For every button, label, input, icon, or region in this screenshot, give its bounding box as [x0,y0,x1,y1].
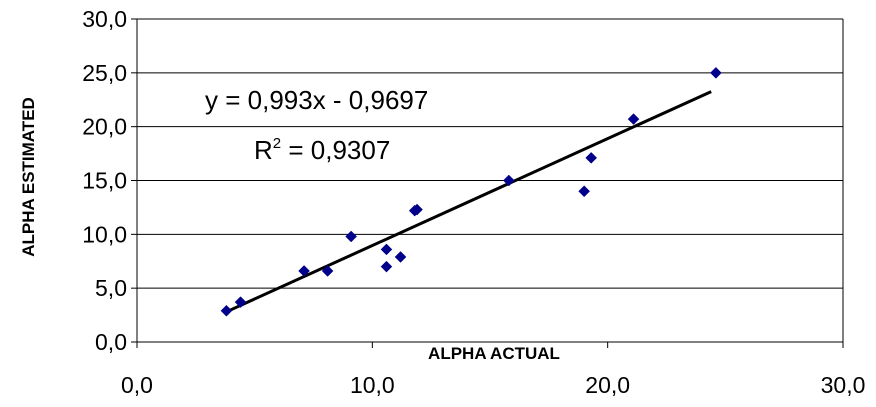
y-tick-label: 30,0 [82,6,127,32]
y-tick-label: 0,0 [95,329,127,355]
data-point [380,243,393,256]
data-point [710,66,722,79]
y-tick-label: 10,0 [82,221,127,247]
r-squared-exponent: 2 [273,135,281,152]
trendline-layer [225,90,712,314]
y-tick-label: 25,0 [82,60,127,86]
data-points [220,66,722,317]
data-point [220,304,233,317]
y-axis-title: ALPHA ESTIMATED [19,97,38,257]
data-point [627,113,640,125]
trendline [225,90,712,314]
r-squared-prefix: R [254,135,273,165]
axes [131,18,844,348]
data-point [502,174,515,187]
r-squared-value: = 0,9307 [281,135,390,165]
data-point [578,185,590,198]
trendline-equation: y = 0,993x - 0,9697 [205,85,428,115]
y-tick-label: 20,0 [82,114,127,140]
data-point [298,265,310,277]
gridlines [137,18,843,289]
data-point [321,265,334,277]
data-point [411,203,423,216]
data-point [345,230,358,243]
x-axis-title: ALPHA ACTUAL [428,344,560,363]
tick-labels: 0,0 5,0 10,0 15,0 20,0 25,0 30,0 0,0 10,0 20,0 30,… [82,6,865,398]
x-tick-label: 20,0 [585,372,630,398]
data-point [380,260,393,273]
data-point [394,251,407,263]
r-squared-label: R2 = 0,9307 [254,135,390,165]
data-point [234,296,247,309]
x-tick-label: 10,0 [350,372,395,398]
y-tick-label: 5,0 [95,275,127,301]
y-tick-label: 15,0 [82,168,127,194]
x-tick-label: 0,0 [121,372,153,398]
x-tick-label: 30,0 [821,372,866,398]
data-point [585,152,598,164]
